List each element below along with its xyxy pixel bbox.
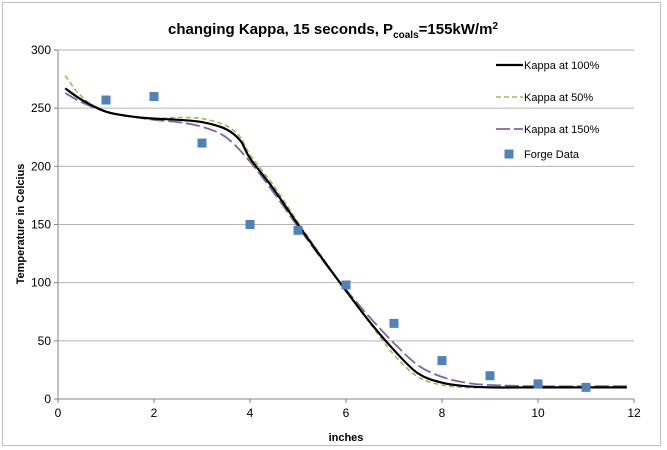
legend: Kappa at 100% Kappa at 50% Kappa at 150% Fo… <box>496 60 599 161</box>
forge-data-point-3 <box>245 220 255 229</box>
y-tick-label-4: 200 <box>31 159 51 173</box>
x-tick-label-2: 4 <box>247 406 254 420</box>
forge-data-point-7 <box>437 356 447 366</box>
chart-area: changing Kappa, 15 seconds, Pcoals=155kW… <box>2 2 661 446</box>
x-tick-label-1: 2 <box>151 406 158 420</box>
y-tick-label-3: 150 <box>31 218 51 232</box>
legend-key-3 <box>504 149 514 159</box>
series-group <box>64 75 627 392</box>
x-tick-label-0: 0 <box>55 406 62 420</box>
series-line-2 <box>64 92 627 388</box>
chart-title-superscript: 2 <box>492 21 498 32</box>
y-tick-label-5: 250 <box>31 101 51 115</box>
x-tick-label-5: 10 <box>531 406 545 420</box>
series-line-0 <box>64 87 627 389</box>
legend-label-1: Kappa at 50% <box>524 92 593 104</box>
forge-data-point-10 <box>581 382 591 392</box>
y-tick-label-6: 300 <box>31 43 51 57</box>
x-tick-label-3: 6 <box>343 406 350 420</box>
grid-lines <box>58 49 634 342</box>
y-tick-label-0: 0 <box>44 392 51 406</box>
forge-data-point-1 <box>149 92 159 102</box>
chart-svg: changing Kappa, 15 seconds, Pcoals=155kW… <box>15 21 641 444</box>
x-axis-title: inches <box>329 432 364 444</box>
chart-title-subscript: coals <box>393 30 419 41</box>
forge-data-point-0 <box>101 95 111 105</box>
forge-data-point-8 <box>485 371 495 381</box>
y-axis-title: Temperature in Celcius <box>15 164 27 285</box>
chart-title: changing Kappa, 15 seconds, Pcoals=155kW… <box>168 21 498 41</box>
chart-title-main: changing Kappa, 15 seconds, P <box>168 21 393 38</box>
forge-data-point-9 <box>533 379 543 389</box>
y-tick-label-2: 100 <box>31 276 51 290</box>
forge-data-point-2 <box>197 138 207 148</box>
forge-data-point-5 <box>341 280 351 290</box>
legend-label-0: Kappa at 100% <box>524 60 599 72</box>
legend-label-2: Kappa at 150% <box>524 124 599 136</box>
forge-data-point-6 <box>389 318 399 328</box>
axes: 0 50 100 150 200 250 300 0 2 4 6 8 10 12 <box>31 43 641 420</box>
x-tick-label-4: 8 <box>439 406 446 420</box>
legend-label-3: Forge Data <box>524 149 580 161</box>
x-tick-label-6: 12 <box>627 406 641 420</box>
forge-data-point-4 <box>293 225 303 235</box>
chart-title-suffix: =155kW/m <box>419 21 493 38</box>
y-tick-label-1: 50 <box>38 334 52 348</box>
